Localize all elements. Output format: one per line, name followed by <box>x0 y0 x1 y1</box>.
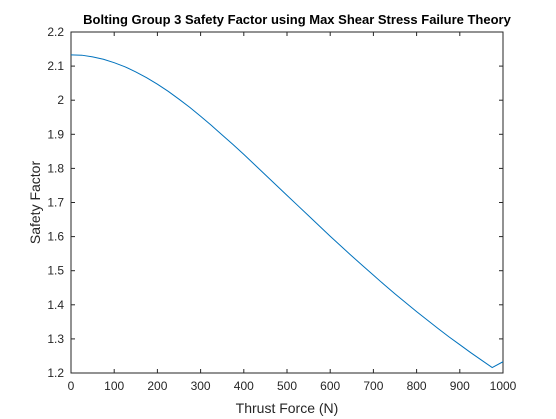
safety-factor-line <box>70 54 504 369</box>
x-tick-label: 900 <box>450 379 470 393</box>
y-tick-label: 1.9 <box>47 127 64 141</box>
plot-area <box>70 31 504 374</box>
y-tick-label: 1.2 <box>47 366 64 380</box>
x-tick-label: 500 <box>277 379 297 393</box>
y-tick-label: 1.7 <box>47 196 64 210</box>
y-tick-label: 1.5 <box>47 264 64 278</box>
y-tick-label: 2.2 <box>47 25 64 39</box>
axis-tick-labels: 0 100 200 300 400 500 600 700 800 900 1000 1.2 1.3 1.… <box>47 25 516 393</box>
x-tick-label: 700 <box>363 379 383 393</box>
y-tick-label: 1.6 <box>47 230 64 244</box>
x-tick-label: 800 <box>407 379 427 393</box>
y-axis-label: Safety Factor <box>27 161 43 245</box>
y-tick-label: 2.1 <box>47 59 64 73</box>
x-tick-label: 1000 <box>490 379 517 393</box>
y-tick-label: 1.8 <box>47 161 64 175</box>
y-tick-label: 1.4 <box>47 298 64 312</box>
x-tick-label: 600 <box>320 379 340 393</box>
y-tick-label: 1.3 <box>47 332 64 346</box>
x-tick-label: 300 <box>191 379 211 393</box>
x-axis-label: Thrust Force (N) <box>236 400 339 416</box>
x-tick-label: 200 <box>147 379 167 393</box>
y-tick-label: 2 <box>57 93 64 107</box>
chart-title: Bolting Group 3 Safety Factor using Max … <box>83 12 511 27</box>
x-tick-label: 0 <box>68 379 75 393</box>
x-tick-label: 400 <box>234 379 254 393</box>
axis-ticks <box>70 31 504 374</box>
x-tick-label: 100 <box>104 379 124 393</box>
